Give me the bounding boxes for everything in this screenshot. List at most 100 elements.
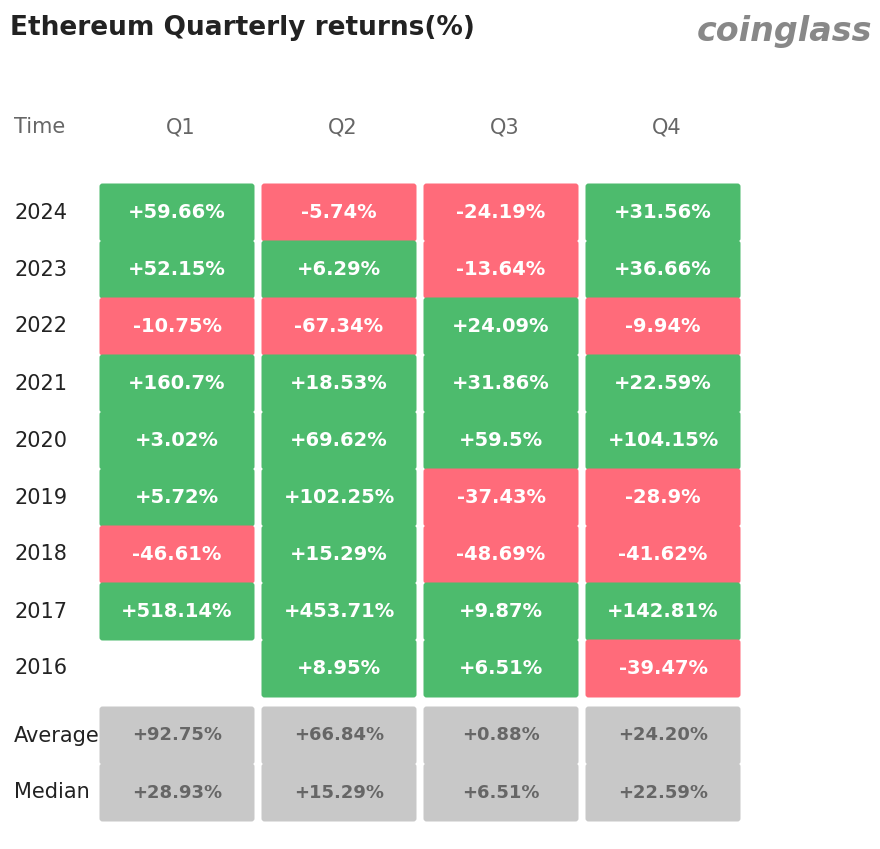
Text: -28.9%: -28.9% — [625, 488, 700, 507]
Text: 2018: 2018 — [14, 544, 67, 565]
Text: +24.09%: +24.09% — [452, 317, 550, 336]
Text: +18.53%: +18.53% — [290, 374, 388, 393]
FancyBboxPatch shape — [261, 355, 416, 413]
Text: Average: Average — [14, 726, 99, 745]
FancyBboxPatch shape — [585, 240, 740, 299]
Text: 2023: 2023 — [14, 260, 67, 279]
FancyBboxPatch shape — [585, 639, 740, 698]
FancyBboxPatch shape — [261, 582, 416, 640]
FancyBboxPatch shape — [261, 763, 416, 822]
FancyBboxPatch shape — [99, 412, 254, 469]
Text: coinglass: coinglass — [696, 15, 872, 48]
Text: -48.69%: -48.69% — [457, 545, 546, 564]
Text: Q3: Q3 — [490, 117, 520, 137]
Text: -13.64%: -13.64% — [457, 260, 546, 279]
Text: +142.81%: +142.81% — [607, 602, 719, 621]
Text: +59.5%: +59.5% — [459, 431, 543, 450]
Text: +453.71%: +453.71% — [283, 602, 394, 621]
Text: Q4: Q4 — [652, 117, 682, 137]
Text: +69.62%: +69.62% — [290, 431, 388, 450]
Text: +6.29%: +6.29% — [297, 260, 381, 279]
Text: +6.51%: +6.51% — [462, 784, 539, 801]
Text: -46.61%: -46.61% — [132, 545, 222, 564]
Text: +8.95%: +8.95% — [297, 659, 381, 678]
Text: 2016: 2016 — [14, 659, 67, 678]
FancyBboxPatch shape — [585, 526, 740, 583]
FancyBboxPatch shape — [99, 526, 254, 583]
Text: 2024: 2024 — [14, 203, 67, 222]
FancyBboxPatch shape — [99, 297, 254, 356]
Text: -67.34%: -67.34% — [295, 317, 384, 336]
Text: +22.59%: +22.59% — [614, 374, 712, 393]
Text: 2017: 2017 — [14, 601, 67, 621]
Text: +160.7%: +160.7% — [128, 374, 226, 393]
FancyBboxPatch shape — [423, 582, 578, 640]
Text: Median: Median — [14, 783, 90, 802]
FancyBboxPatch shape — [99, 582, 254, 640]
Text: +24.20%: +24.20% — [618, 727, 708, 745]
Text: Q1: Q1 — [166, 117, 196, 137]
Text: +5.72%: +5.72% — [135, 488, 219, 507]
Text: +0.88%: +0.88% — [462, 727, 539, 745]
FancyBboxPatch shape — [423, 469, 578, 526]
FancyBboxPatch shape — [261, 706, 416, 764]
Text: -37.43%: -37.43% — [457, 488, 546, 507]
Text: -9.94%: -9.94% — [626, 317, 700, 336]
Text: -41.62%: -41.62% — [619, 545, 708, 564]
Text: +92.75%: +92.75% — [132, 727, 222, 745]
Text: +31.56%: +31.56% — [614, 203, 712, 222]
FancyBboxPatch shape — [585, 355, 740, 413]
FancyBboxPatch shape — [261, 240, 416, 299]
Text: Ethereum Quarterly returns(%): Ethereum Quarterly returns(%) — [10, 15, 475, 41]
FancyBboxPatch shape — [423, 639, 578, 698]
FancyBboxPatch shape — [99, 469, 254, 526]
Text: +6.51%: +6.51% — [458, 659, 543, 678]
FancyBboxPatch shape — [423, 412, 578, 469]
FancyBboxPatch shape — [99, 183, 254, 241]
Text: -10.75%: -10.75% — [133, 317, 222, 336]
FancyBboxPatch shape — [423, 355, 578, 413]
Text: +15.29%: +15.29% — [290, 545, 388, 564]
Text: +66.84%: +66.84% — [294, 727, 384, 745]
FancyBboxPatch shape — [423, 763, 578, 822]
FancyBboxPatch shape — [423, 526, 578, 583]
FancyBboxPatch shape — [585, 582, 740, 640]
Text: -39.47%: -39.47% — [619, 659, 708, 678]
Text: +22.59%: +22.59% — [618, 784, 708, 801]
Text: -5.74%: -5.74% — [301, 203, 377, 222]
FancyBboxPatch shape — [261, 526, 416, 583]
Text: +15.29%: +15.29% — [294, 784, 384, 801]
FancyBboxPatch shape — [99, 355, 254, 413]
Text: +102.25%: +102.25% — [283, 488, 394, 507]
FancyBboxPatch shape — [99, 240, 254, 299]
FancyBboxPatch shape — [423, 183, 578, 241]
FancyBboxPatch shape — [423, 297, 578, 356]
FancyBboxPatch shape — [585, 763, 740, 822]
FancyBboxPatch shape — [585, 183, 740, 241]
Text: +518.14%: +518.14% — [121, 602, 232, 621]
FancyBboxPatch shape — [423, 240, 578, 299]
FancyBboxPatch shape — [585, 297, 740, 356]
FancyBboxPatch shape — [261, 469, 416, 526]
FancyBboxPatch shape — [261, 412, 416, 469]
Text: +31.86%: +31.86% — [452, 374, 550, 393]
FancyBboxPatch shape — [99, 763, 254, 822]
FancyBboxPatch shape — [423, 706, 578, 764]
Text: 2019: 2019 — [14, 487, 67, 508]
FancyBboxPatch shape — [261, 297, 416, 356]
Text: +9.87%: +9.87% — [459, 602, 543, 621]
Text: +59.66%: +59.66% — [128, 203, 226, 222]
Text: +52.15%: +52.15% — [128, 260, 226, 279]
FancyBboxPatch shape — [585, 412, 740, 469]
Text: 2020: 2020 — [14, 430, 67, 451]
FancyBboxPatch shape — [261, 183, 416, 241]
FancyBboxPatch shape — [99, 706, 254, 764]
Text: +3.02%: +3.02% — [135, 431, 219, 450]
Text: 2021: 2021 — [14, 374, 67, 393]
Text: -24.19%: -24.19% — [457, 203, 546, 222]
FancyBboxPatch shape — [585, 469, 740, 526]
FancyBboxPatch shape — [261, 639, 416, 698]
Text: +36.66%: +36.66% — [614, 260, 712, 279]
Text: Time: Time — [14, 117, 65, 137]
Text: +104.15%: +104.15% — [607, 431, 719, 450]
